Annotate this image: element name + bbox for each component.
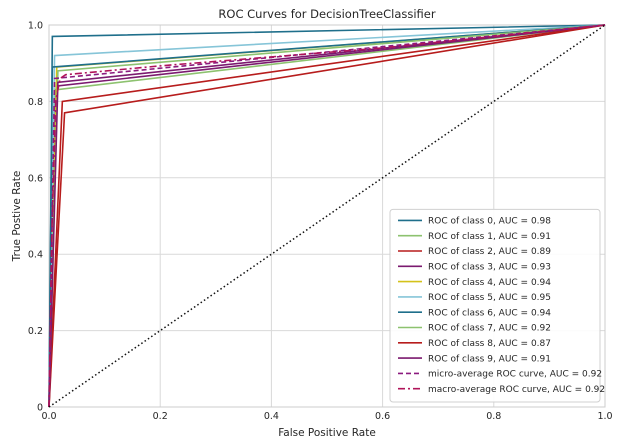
roc-curve-2 <box>48 24 606 408</box>
x-tick-label: 0.6 <box>375 411 390 422</box>
x-tick-label: 0.4 <box>264 411 279 422</box>
axis-ticks: 0.0 0.2 0.4 0.6 0.8 1.0 0 0.2 0.4 0.6 0.8 1.0 <box>28 21 613 423</box>
legend-label: ROC of class 2, AUC = 0.89 <box>428 247 551 257</box>
roc-curves <box>48 24 606 408</box>
legend-label: ROC of class 5, AUC = 0.95 <box>428 293 551 303</box>
legend-label: macro-average ROC curve, AUC = 0.92 <box>428 385 605 395</box>
y-tick-label: 1.0 <box>28 21 43 32</box>
x-tick-label: 0.2 <box>153 411 168 422</box>
x-tick-label: 0.0 <box>41 411 56 422</box>
legend-label: micro-average ROC curve, AUC = 0.92 <box>428 370 602 380</box>
chance-diagonal-line <box>48 24 606 408</box>
legend-label: ROC of class 4, AUC = 0.94 <box>428 278 551 288</box>
legend-label: ROC of class 9, AUC = 0.91 <box>428 354 551 364</box>
y-tick-label: 0 <box>37 403 43 414</box>
plot-frame <box>48 24 606 408</box>
legend-label: ROC of class 6, AUC = 0.94 <box>428 308 551 318</box>
y-tick-label: 0.8 <box>28 97 43 108</box>
legend: ROC of class 0, AUC = 0.98 ROC of class 1… <box>389 208 605 403</box>
roc-curve-6 <box>48 24 606 408</box>
legend-label: ROC of class 0, AUC = 0.98 <box>428 217 551 227</box>
roc-curve-11 <box>48 24 606 408</box>
x-tick-label: 0.8 <box>486 411 501 422</box>
chart-title: ROC Curves for DecisionTreeClassifier <box>218 7 435 21</box>
x-tick-label: 1.0 <box>597 411 612 422</box>
roc-curve-10 <box>48 24 606 408</box>
legend-label: ROC of class 3, AUC = 0.93 <box>428 263 551 273</box>
legend-label: ROC of class 1, AUC = 0.91 <box>428 232 551 242</box>
y-tick-label: 0.2 <box>28 326 43 337</box>
x-axis-title: False Positive Rate <box>278 427 376 439</box>
roc-curve-8 <box>48 24 606 408</box>
y-tick-label: 0.4 <box>28 250 43 261</box>
legend-label: ROC of class 8, AUC = 0.87 <box>428 339 551 349</box>
y-tick-label: 0.6 <box>28 173 43 184</box>
y-axis-title: True Postive Rate <box>11 171 23 263</box>
legend-label: ROC of class 7, AUC = 0.92 <box>428 324 551 334</box>
legend-box <box>389 208 601 403</box>
